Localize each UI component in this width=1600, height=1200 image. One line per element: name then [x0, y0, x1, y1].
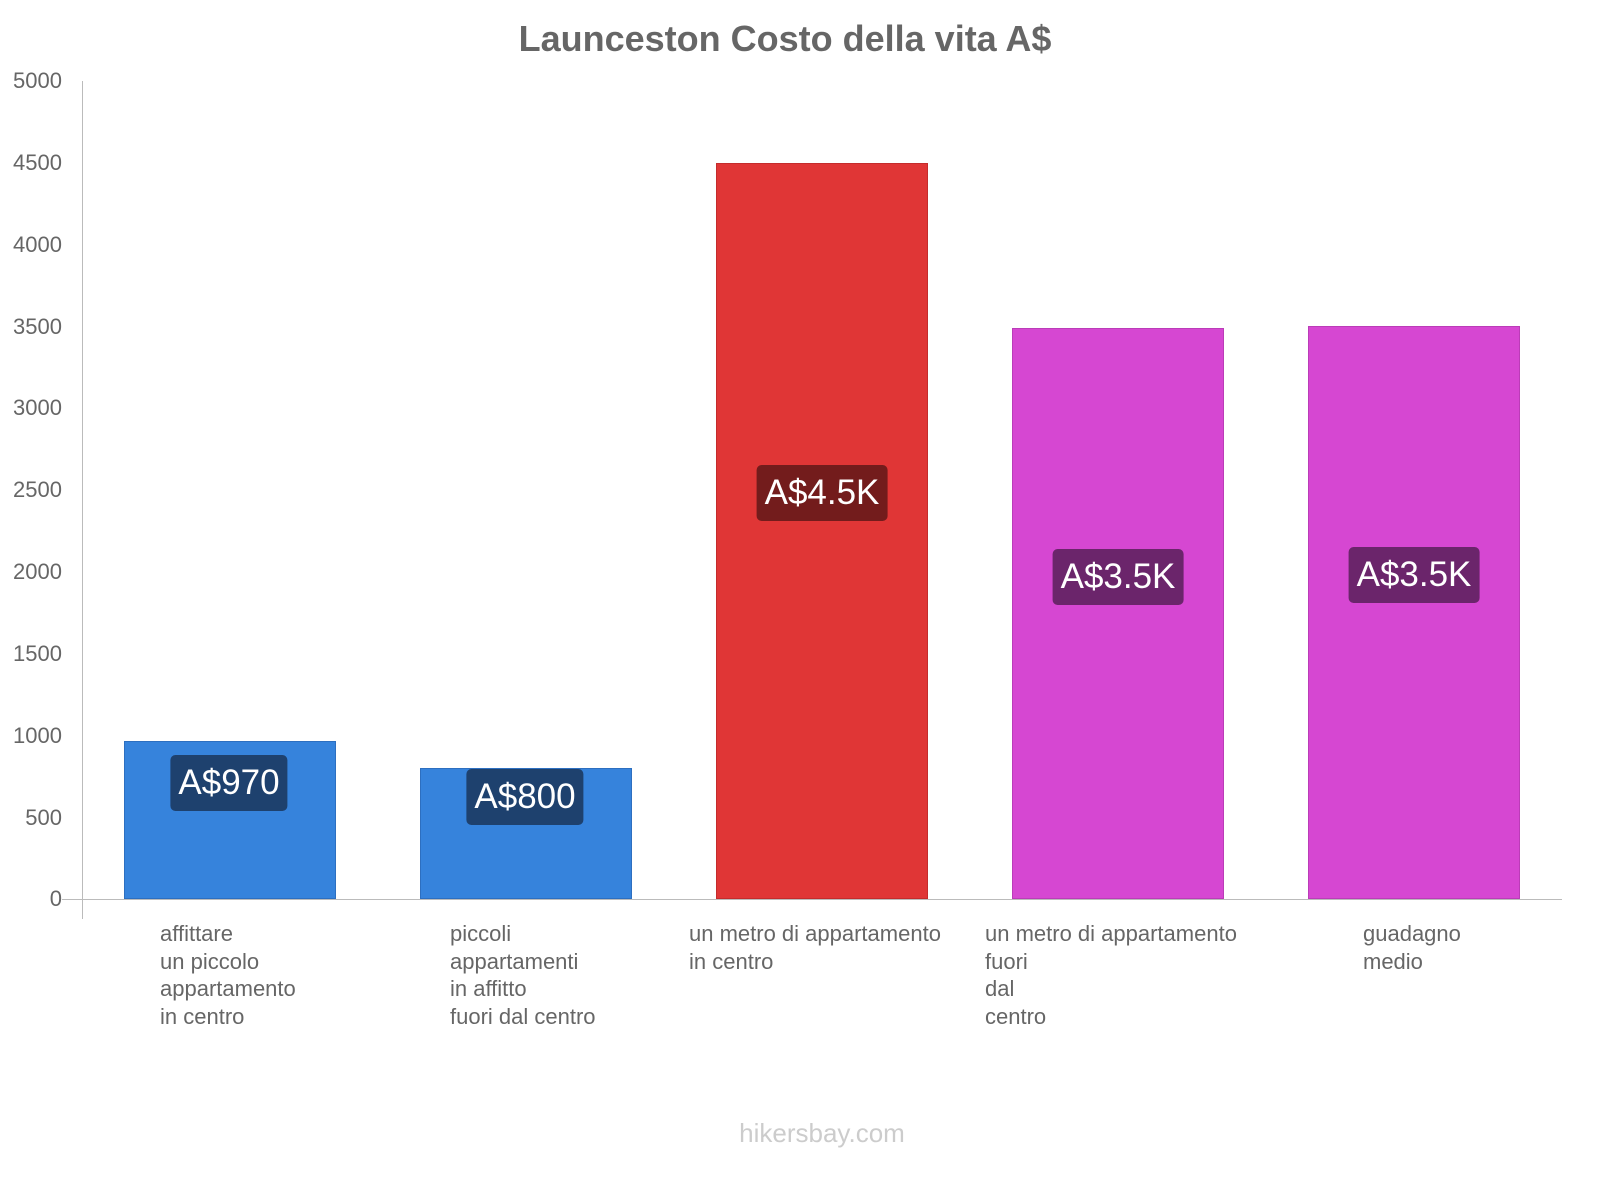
y-tick-label: 3500: [13, 314, 62, 339]
y-tick-label: 5000: [13, 68, 62, 93]
bar-sqm-apartment-outside: [1012, 328, 1224, 899]
x-category-label: affittare un piccolo appartamento in cen…: [160, 921, 296, 1029]
y-tick-label: 2500: [13, 477, 62, 502]
value-badge: A$3.5K: [1052, 549, 1184, 605]
y-tick-label: 4000: [13, 232, 62, 257]
y-tick-label: 4500: [13, 150, 62, 175]
y-tick-label: 500: [25, 805, 62, 830]
chart-title: Launceston Costo della vita A$: [518, 18, 1052, 59]
y-tick-label: 2000: [13, 559, 62, 584]
y-tick-label: 3000: [13, 395, 62, 420]
x-category-label: piccoli appartamenti in affitto fuori da…: [450, 921, 596, 1029]
value-badge: A$3.5K: [1348, 547, 1480, 603]
x-category-label: un metro di appartamento in centro: [689, 921, 941, 974]
value-badge: A$800: [466, 769, 584, 825]
y-tick-label: 0: [49, 886, 62, 911]
bar-average-salary: [1308, 326, 1520, 899]
x-category-label: guadagno medio: [1363, 921, 1461, 974]
y-axis-line: [82, 81, 83, 919]
x-axis-line: [62, 899, 1562, 900]
value-badge: A$970: [170, 755, 288, 811]
x-category-label: un metro di appartamento fuori dal centr…: [985, 921, 1237, 1029]
y-tick-label: 1000: [13, 723, 62, 748]
source-watermark: hikersbay.com: [739, 1118, 905, 1148]
value-badge: A$4.5K: [756, 465, 888, 521]
bar-sqm-apartment-center: [716, 163, 928, 899]
y-tick-label: 1500: [13, 641, 62, 666]
